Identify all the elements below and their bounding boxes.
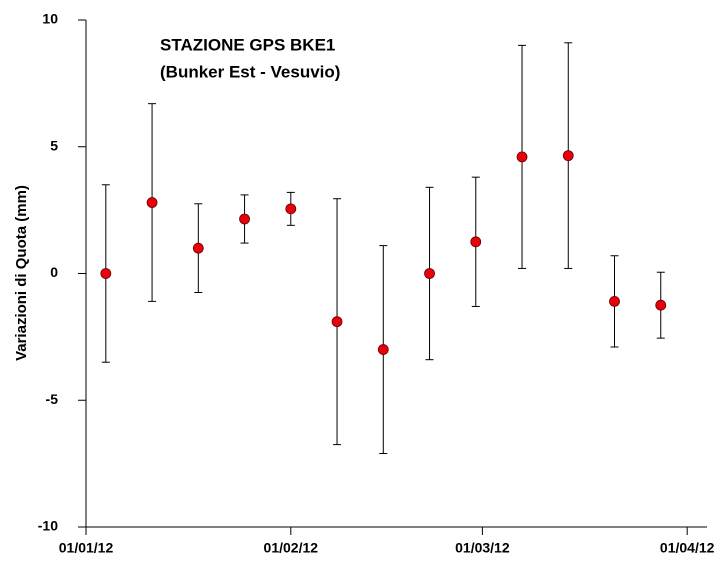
point <box>470 236 482 248</box>
x-tick-label: 01/04/12 <box>660 540 715 556</box>
point <box>146 197 158 208</box>
y-tick-label: -10 <box>38 518 58 534</box>
x-tick-label: 01/01/12 <box>59 540 114 556</box>
point <box>562 150 574 162</box>
point <box>609 295 620 307</box>
y-tick-label: -5 <box>46 391 59 407</box>
point <box>331 316 343 328</box>
chart-subtitle: (Bunker Est - Vesuvio) <box>160 62 340 81</box>
point <box>192 242 204 254</box>
y-tick-label: 0 <box>50 264 58 280</box>
point <box>655 299 667 311</box>
point <box>239 213 250 225</box>
chart-title: STAZIONE GPS BKE1 <box>160 35 335 54</box>
y-tick-label: 5 <box>50 137 58 153</box>
point <box>516 151 528 163</box>
x-tick-label: 01/03/12 <box>455 540 510 556</box>
y-tick-label: 10 <box>42 11 58 27</box>
point <box>424 268 435 279</box>
y-axis-label: Variazioni di Quota (mm) <box>13 185 30 361</box>
point <box>285 203 297 215</box>
point <box>377 344 389 355</box>
point <box>100 268 112 279</box>
x-tick-label: 01/02/12 <box>264 540 319 556</box>
